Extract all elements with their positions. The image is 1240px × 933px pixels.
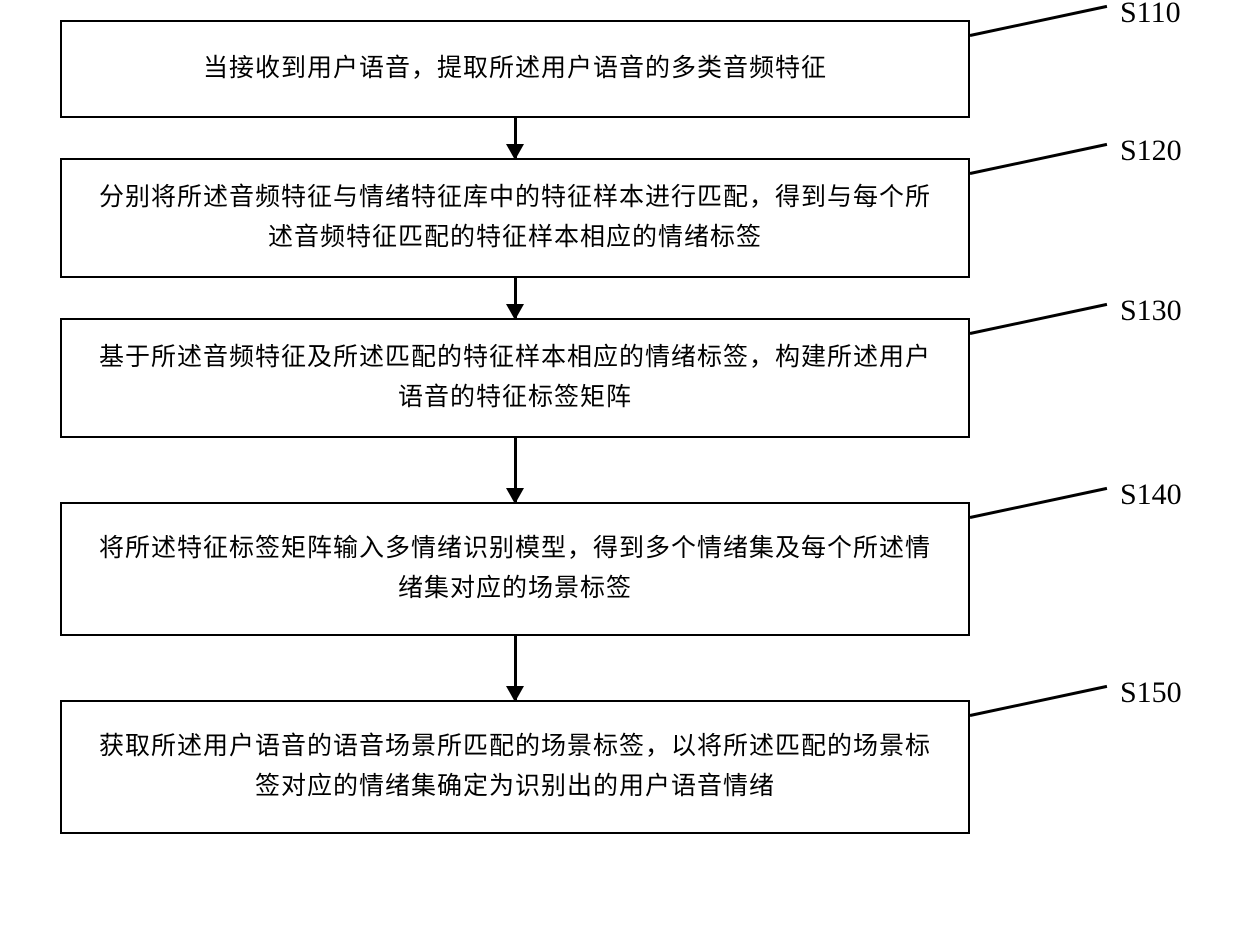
flow-step-s110: 当接收到用户语音，提取所述用户语音的多类音频特征S110 [60, 20, 1180, 118]
flow-step-s120: 分别将所述音频特征与情绪特征库中的特征样本进行匹配，得到与每个所述音频特征匹配的… [60, 158, 1180, 278]
arrow-down-icon [514, 278, 517, 318]
flow-step-text: 将所述特征标签矩阵输入多情绪识别模型，得到多个情绪集及每个所述情绪集对应的场景标… [90, 529, 940, 609]
arrow-down-icon [514, 438, 517, 502]
flow-step-label: S150 [1120, 676, 1182, 710]
flowchart-diagram: 当接收到用户语音，提取所述用户语音的多类音频特征S110 分别将所述音频特征与情绪… [60, 20, 1180, 834]
flow-step-text: 获取所述用户语音的语音场景所匹配的场景标签，以将所述匹配的场景标签对应的情绪集确… [90, 727, 940, 807]
connector-line [970, 143, 1108, 175]
flow-arrow [60, 118, 970, 158]
flow-step-text: 当接收到用户语音，提取所述用户语音的多类音频特征 [203, 49, 827, 89]
flow-step-label: S140 [1120, 478, 1182, 512]
flow-step-s130: 基于所述音频特征及所述匹配的特征样本相应的情绪标签，构建所述用户语音的特征标签矩… [60, 318, 1180, 438]
flow-step-text: 分别将所述音频特征与情绪特征库中的特征样本进行匹配，得到与每个所述音频特征匹配的… [90, 178, 940, 258]
arrow-down-icon [514, 118, 517, 158]
connector-line [970, 5, 1108, 37]
connector-line [970, 303, 1108, 335]
flow-step-box: 获取所述用户语音的语音场景所匹配的场景标签，以将所述匹配的场景标签对应的情绪集确… [60, 700, 970, 834]
arrow-down-icon [514, 636, 517, 700]
flow-step-s140: 将所述特征标签矩阵输入多情绪识别模型，得到多个情绪集及每个所述情绪集对应的场景标… [60, 502, 1180, 636]
flow-step-box: 基于所述音频特征及所述匹配的特征样本相应的情绪标签，构建所述用户语音的特征标签矩… [60, 318, 970, 438]
connector-line [970, 685, 1108, 717]
flow-step-label: S130 [1120, 294, 1182, 328]
flow-step-label: S110 [1120, 0, 1181, 30]
flow-step-s150: 获取所述用户语音的语音场景所匹配的场景标签，以将所述匹配的场景标签对应的情绪集确… [60, 700, 1180, 834]
flow-step-box: 将所述特征标签矩阵输入多情绪识别模型，得到多个情绪集及每个所述情绪集对应的场景标… [60, 502, 970, 636]
flow-step-label: S120 [1120, 134, 1182, 168]
flow-step-box: 分别将所述音频特征与情绪特征库中的特征样本进行匹配，得到与每个所述音频特征匹配的… [60, 158, 970, 278]
connector-line [970, 487, 1108, 519]
flow-step-box: 当接收到用户语音，提取所述用户语音的多类音频特征 [60, 20, 970, 118]
flow-step-text: 基于所述音频特征及所述匹配的特征样本相应的情绪标签，构建所述用户语音的特征标签矩… [90, 338, 940, 418]
flow-arrow [60, 278, 970, 318]
flow-arrow [60, 636, 970, 700]
flow-arrow [60, 438, 970, 502]
